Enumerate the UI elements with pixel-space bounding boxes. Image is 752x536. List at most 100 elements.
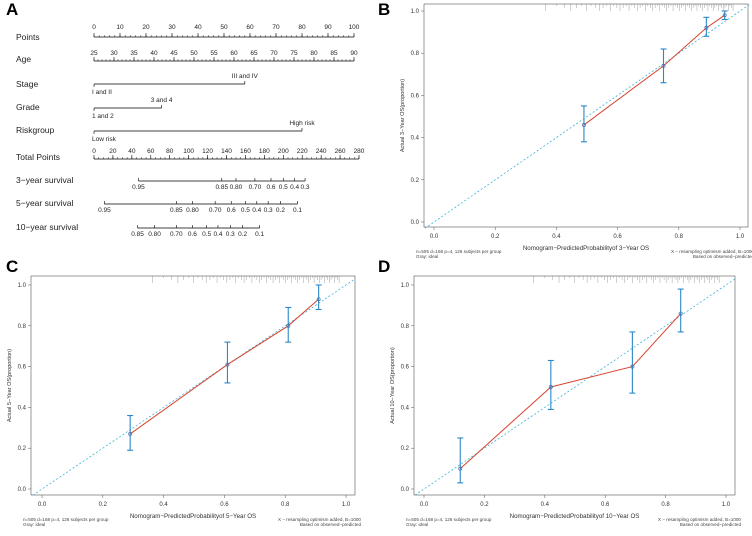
nomogram-tick-label: 50 bbox=[220, 24, 228, 31]
note-left: Gray: ideal bbox=[416, 254, 438, 259]
nomogram-tick-label: 10 bbox=[116, 24, 124, 31]
ideal-line bbox=[424, 4, 750, 229]
nomogram-tick-label: 180 bbox=[259, 148, 270, 155]
x-tick-label: 0.4 bbox=[552, 234, 561, 240]
x-tick-label: 0.4 bbox=[159, 502, 168, 508]
nomogram-tick-label: 120 bbox=[202, 148, 213, 155]
panel-label-c: C bbox=[6, 257, 19, 276]
x-tick-label: 0.6 bbox=[601, 502, 610, 508]
x-tick-label: 0.2 bbox=[480, 502, 489, 508]
nomogram-survival-label: 0.85 bbox=[170, 207, 183, 214]
calibration-point bbox=[548, 385, 553, 389]
calibration-point bbox=[286, 323, 291, 328]
nomogram-tick-label: 20 bbox=[142, 24, 150, 31]
plot-frame bbox=[423, 3, 749, 228]
x-tick-label: 1.0 bbox=[342, 502, 351, 508]
calibration-point bbox=[458, 466, 463, 471]
nomogram-label-s3: 3−year survival bbox=[16, 175, 74, 185]
nomogram-survival-label: 0.80 bbox=[230, 184, 243, 191]
y-tick-label: 0.8 bbox=[18, 324, 27, 330]
nomogram-tick-label: 280 bbox=[354, 148, 365, 155]
nomogram-tick-label: 65 bbox=[250, 50, 258, 57]
nomogram-tick-label: 140 bbox=[221, 148, 232, 155]
nomogram-tick-label: 100 bbox=[349, 24, 360, 31]
y-tick-label: 1.0 bbox=[401, 283, 410, 289]
x-tick-label: 0.4 bbox=[541, 502, 550, 508]
nomogram-tick-label: 0 bbox=[92, 24, 96, 31]
x-tick-label: 0.2 bbox=[491, 234, 500, 240]
nomogram-survival-label: 0.3 bbox=[226, 231, 235, 238]
calibration-point bbox=[581, 122, 586, 127]
note-right: X − resampling optimism added, B=1000 bbox=[278, 517, 361, 522]
x-tick-label: 0.6 bbox=[613, 234, 622, 240]
y-axis-title: Actual 3−Year OS(proportion) bbox=[400, 79, 406, 152]
nomogram-survival-label: 0.3 bbox=[301, 184, 310, 191]
nomogram-survival-label: 0.80 bbox=[148, 231, 161, 238]
nomogram-tick-label: 35 bbox=[130, 50, 138, 57]
calibration-point bbox=[661, 63, 666, 68]
x-tick-label: 0.6 bbox=[220, 502, 229, 508]
x-tick-label: 0.0 bbox=[420, 502, 429, 508]
panel-label-d: D bbox=[378, 257, 391, 276]
x-tick-label: 1.0 bbox=[722, 502, 731, 508]
y-axis-title: Actual 5−Year OS(proportion) bbox=[7, 349, 13, 422]
nomogram-tick-label: 30 bbox=[168, 24, 176, 31]
note-left: Gray: ideal bbox=[406, 522, 428, 527]
nomogram-survival-label: 0.4 bbox=[252, 207, 261, 214]
nomogram-tick-label: 260 bbox=[335, 148, 346, 155]
nomogram-survival-label: 0.1 bbox=[293, 207, 302, 214]
panel-label-a: A bbox=[6, 0, 19, 19]
nomogram-survival-label: 0.70 bbox=[170, 231, 183, 238]
x-tick-label: 0.0 bbox=[430, 234, 439, 240]
nomogram-survival-label: 0.85 bbox=[131, 231, 144, 238]
nomogram-survival-label: 0.6 bbox=[188, 231, 197, 238]
y-tick-label: 0.6 bbox=[401, 365, 410, 371]
nomogram-tick-label: 80 bbox=[298, 24, 306, 31]
nomogram-tick-label: 50 bbox=[190, 50, 198, 57]
note-left: n=505 d=168 p=4, 126 subjects per group bbox=[416, 249, 502, 254]
nomogram-tick-label: 60 bbox=[147, 148, 155, 155]
x-axis-title: Nomogram−PredictedProbabilityof 10−Year … bbox=[510, 513, 640, 520]
nomogram-label-s10: 10−year survival bbox=[16, 222, 78, 232]
note-right: Based on observed−predicted bbox=[680, 522, 742, 527]
nomogram-label-age: Age bbox=[16, 54, 31, 64]
x-tick-label: 0.8 bbox=[661, 502, 670, 508]
y-tick-label: 0.0 bbox=[18, 487, 27, 493]
x-tick-label: 0.8 bbox=[675, 234, 684, 240]
nomogram-category-label: High risk bbox=[289, 120, 315, 127]
y-tick-label: 0.0 bbox=[401, 487, 410, 493]
nomogram-tick-label: 85 bbox=[330, 50, 338, 57]
nomogram-panel: Points 0 10 20 30 40 50 60 70 80 90 100 Age 25 30 35 40 4… bbox=[16, 24, 365, 238]
calibration-point bbox=[225, 362, 230, 367]
y-tick-label: 0.6 bbox=[18, 365, 27, 371]
y-tick-label: 0.8 bbox=[401, 324, 410, 330]
nomogram-tick-label: 60 bbox=[246, 24, 254, 31]
nomogram-label-s5: 5−year survival bbox=[16, 198, 74, 208]
nomogram-tick-label: 60 bbox=[230, 50, 238, 57]
nomogram-survival-label: 0.95 bbox=[98, 207, 111, 214]
y-tick-label: 0.2 bbox=[401, 446, 410, 452]
plot-frame bbox=[30, 275, 356, 496]
calibration-point bbox=[316, 297, 321, 302]
nomogram-survival-label: 0.80 bbox=[186, 207, 199, 214]
calibration-point bbox=[678, 311, 683, 316]
y-tick-label: 0.6 bbox=[411, 93, 420, 99]
nomogram-survival-label: 0.6 bbox=[227, 207, 236, 214]
nomogram-category-label: Low risk bbox=[92, 136, 117, 143]
ideal-line bbox=[32, 278, 356, 496]
y-tick-label: 0.2 bbox=[411, 178, 420, 184]
y-tick-label: 0.0 bbox=[411, 220, 420, 226]
nomogram-tick-label: 55 bbox=[210, 50, 218, 57]
nomogram-tick-label: 70 bbox=[272, 24, 280, 31]
nomogram-tick-label: 20 bbox=[109, 148, 117, 155]
nomogram-tick-label: 0 bbox=[92, 148, 96, 155]
y-tick-label: 0.2 bbox=[18, 446, 27, 452]
nomogram-tick-label: 220 bbox=[297, 148, 308, 155]
nomogram-survival-label: 0.95 bbox=[132, 184, 145, 191]
calibration-plot-5-year: 0.0 0.2 0.4 0.6 0.8 1.0 0.0 0.2 0.4 0.6 0.8 1.0 Nomo… bbox=[7, 275, 361, 527]
nomogram-tick-label: 70 bbox=[270, 50, 278, 57]
panel-label-b: B bbox=[378, 0, 391, 19]
nomogram-survival-label: 0.5 bbox=[202, 231, 211, 238]
nomogram-survival-label: 0.70 bbox=[209, 207, 222, 214]
nomogram-tick-label: 40 bbox=[128, 148, 136, 155]
